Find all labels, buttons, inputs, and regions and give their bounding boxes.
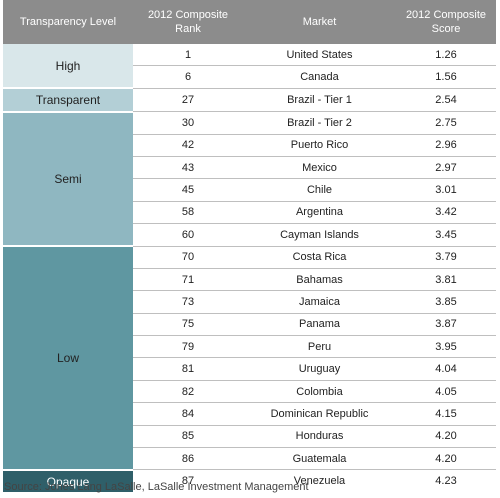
market-cell: Puerto Rico xyxy=(243,134,396,157)
header-market: Market xyxy=(243,0,396,44)
level-high: High xyxy=(3,44,133,90)
score-cell: 2.96 xyxy=(396,134,496,157)
transparency-table: Transparency Level 2012 Composite Rank M… xyxy=(3,0,496,493)
table-row: 58 Argentina 3.42 xyxy=(3,201,496,225)
market-cell: Dominican Republic xyxy=(243,402,396,426)
table-row: High 1 United States 1.26 xyxy=(3,44,496,90)
source-note: Source: Jones Lang LaSalle, LaSalle Inve… xyxy=(4,481,309,493)
rank-cell: 71 xyxy=(133,268,243,292)
table-row: 85 Honduras 4.20 xyxy=(3,425,496,449)
score-cell: 3.85 xyxy=(396,290,496,314)
market-cell: Costa Rica xyxy=(243,246,396,269)
score-cell: 3.79 xyxy=(396,246,496,269)
rank-cell: 43 xyxy=(133,156,243,180)
score-cell: 3.42 xyxy=(396,201,496,225)
market-cell: Cayman Islands xyxy=(243,223,396,247)
rank-cell: 6 xyxy=(133,65,243,89)
market-cell: Bahamas xyxy=(243,268,396,292)
score-cell: 4.20 xyxy=(396,425,496,449)
market-cell: Brazil - Tier 1 xyxy=(243,88,396,113)
table-row: 73 Jamaica 3.85 xyxy=(3,290,496,314)
rank-cell: 45 xyxy=(133,178,243,202)
score-cell: 4.15 xyxy=(396,402,496,426)
market-cell: Uruguay xyxy=(243,357,396,381)
score-cell: 3.95 xyxy=(396,335,496,359)
transparency-table-figure: Transparency Level 2012 Composite Rank M… xyxy=(3,0,496,493)
score-cell: 4.20 xyxy=(396,447,496,471)
table-row: Low 70 Costa Rica 3.79 xyxy=(3,246,496,471)
market-cell: Panama xyxy=(243,313,396,337)
rank-cell: 42 xyxy=(133,134,243,157)
table-row: 86 Guatemala 4.20 xyxy=(3,447,496,471)
header-composite-rank: 2012 Composite Rank xyxy=(133,0,243,44)
market-cell: Brazil - Tier 2 xyxy=(243,111,396,135)
market-cell: Honduras xyxy=(243,425,396,449)
table-row: 45 Chile 3.01 xyxy=(3,178,496,202)
market-cell: Canada xyxy=(243,65,396,89)
market-cell: Peru xyxy=(243,335,396,359)
table-row: 84 Dominican Republic 4.15 xyxy=(3,402,496,426)
table-row: 75 Panama 3.87 xyxy=(3,313,496,337)
table-row: 6 Canada 1.56 xyxy=(3,65,496,89)
score-cell: 3.01 xyxy=(396,178,496,202)
market-cell: Chile xyxy=(243,178,396,202)
market-cell: Guatemala xyxy=(243,447,396,471)
market-cell: Mexico xyxy=(243,156,396,180)
rank-cell: 87 xyxy=(133,469,243,493)
score-cell: 3.87 xyxy=(396,313,496,337)
rank-cell: 84 xyxy=(133,402,243,426)
rank-cell: 70 xyxy=(133,246,243,269)
rank-cell: 73 xyxy=(133,290,243,314)
score-cell: 4.04 xyxy=(396,357,496,381)
score-cell: 2.75 xyxy=(396,111,496,135)
table-row: 71 Bahamas 3.81 xyxy=(3,268,496,292)
market-cell: Colombia xyxy=(243,380,396,404)
table-row: 43 Mexico 2.97 xyxy=(3,156,496,180)
table-row: Opaque 87 Venezuela 4.23 xyxy=(3,469,496,493)
header-composite-score: 2012 Composite Score xyxy=(396,0,496,44)
rank-cell: 58 xyxy=(133,201,243,225)
market-cell: United States xyxy=(243,44,396,67)
level-opaque: Opaque xyxy=(3,469,133,493)
table-header-row: Transparency Level 2012 Composite Rank M… xyxy=(3,0,496,44)
level-low: Low xyxy=(3,246,133,471)
market-cell: Venezuela xyxy=(243,469,396,493)
table-row: 81 Uruguay 4.04 xyxy=(3,357,496,381)
rank-cell: 81 xyxy=(133,357,243,381)
market-cell: Argentina xyxy=(243,201,396,225)
market-cell: Jamaica xyxy=(243,290,396,314)
rank-cell: 1 xyxy=(133,44,243,67)
score-cell: 3.45 xyxy=(396,223,496,247)
score-cell: 2.54 xyxy=(396,88,496,113)
rank-cell: 30 xyxy=(133,111,243,135)
rank-cell: 82 xyxy=(133,380,243,404)
level-transparent: Transparent xyxy=(3,88,133,113)
score-cell: 1.56 xyxy=(396,65,496,89)
table-row: 60 Cayman Islands 3.45 xyxy=(3,223,496,247)
table-row: 79 Peru 3.95 xyxy=(3,335,496,359)
rank-cell: 79 xyxy=(133,335,243,359)
score-cell: 2.97 xyxy=(396,156,496,180)
table-row: 42 Puerto Rico 2.96 xyxy=(3,134,496,157)
table-row: 82 Colombia 4.05 xyxy=(3,380,496,404)
score-cell: 4.05 xyxy=(396,380,496,404)
score-cell: 4.23 xyxy=(396,469,496,493)
level-semi: Semi xyxy=(3,111,133,248)
table-row: Semi 30 Brazil - Tier 2 2.75 xyxy=(3,111,496,248)
score-cell: 1.26 xyxy=(396,44,496,67)
score-cell: 3.81 xyxy=(396,268,496,292)
rank-cell: 75 xyxy=(133,313,243,337)
header-transparency-level: Transparency Level xyxy=(3,0,133,44)
table-row: Transparent 27 Brazil - Tier 1 2.54 xyxy=(3,88,496,113)
rank-cell: 85 xyxy=(133,425,243,449)
rank-cell: 27 xyxy=(133,88,243,113)
rank-cell: 60 xyxy=(133,223,243,247)
rank-cell: 86 xyxy=(133,447,243,471)
